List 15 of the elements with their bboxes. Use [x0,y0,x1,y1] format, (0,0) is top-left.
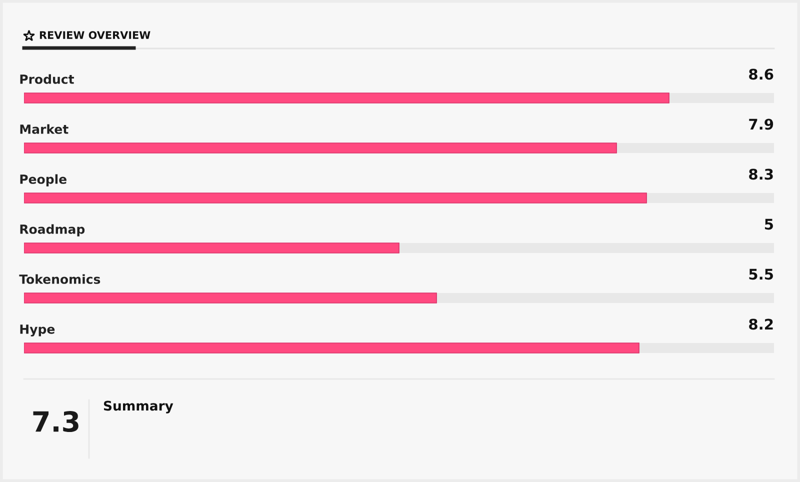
text: Summary [104,400,174,414]
chart-title: REVIEW OVERVIEW [40,31,150,40]
y-tick-label: Hype [20,324,55,336]
data-label: 5 [764,218,773,230]
data-label: 8.2 [749,318,773,330]
y-tick-label: People [20,174,66,186]
text: 7.3 [33,411,78,432]
data-label: 7.9 [749,118,774,130]
y-tick-label: Tokenomics [19,274,100,284]
y-tick-label: Product [20,74,74,84]
data-label: 5.5 [749,268,773,280]
y-tick-label: Roadmap [20,224,85,236]
data-label: 8.3 [749,168,773,180]
y-tick-label: Market [20,124,68,134]
data-label: 8.6 [749,68,774,80]
